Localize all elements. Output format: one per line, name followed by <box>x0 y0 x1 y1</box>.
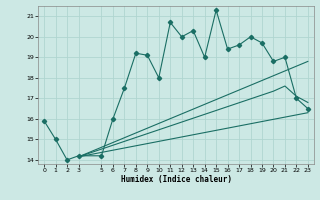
X-axis label: Humidex (Indice chaleur): Humidex (Indice chaleur) <box>121 175 231 184</box>
